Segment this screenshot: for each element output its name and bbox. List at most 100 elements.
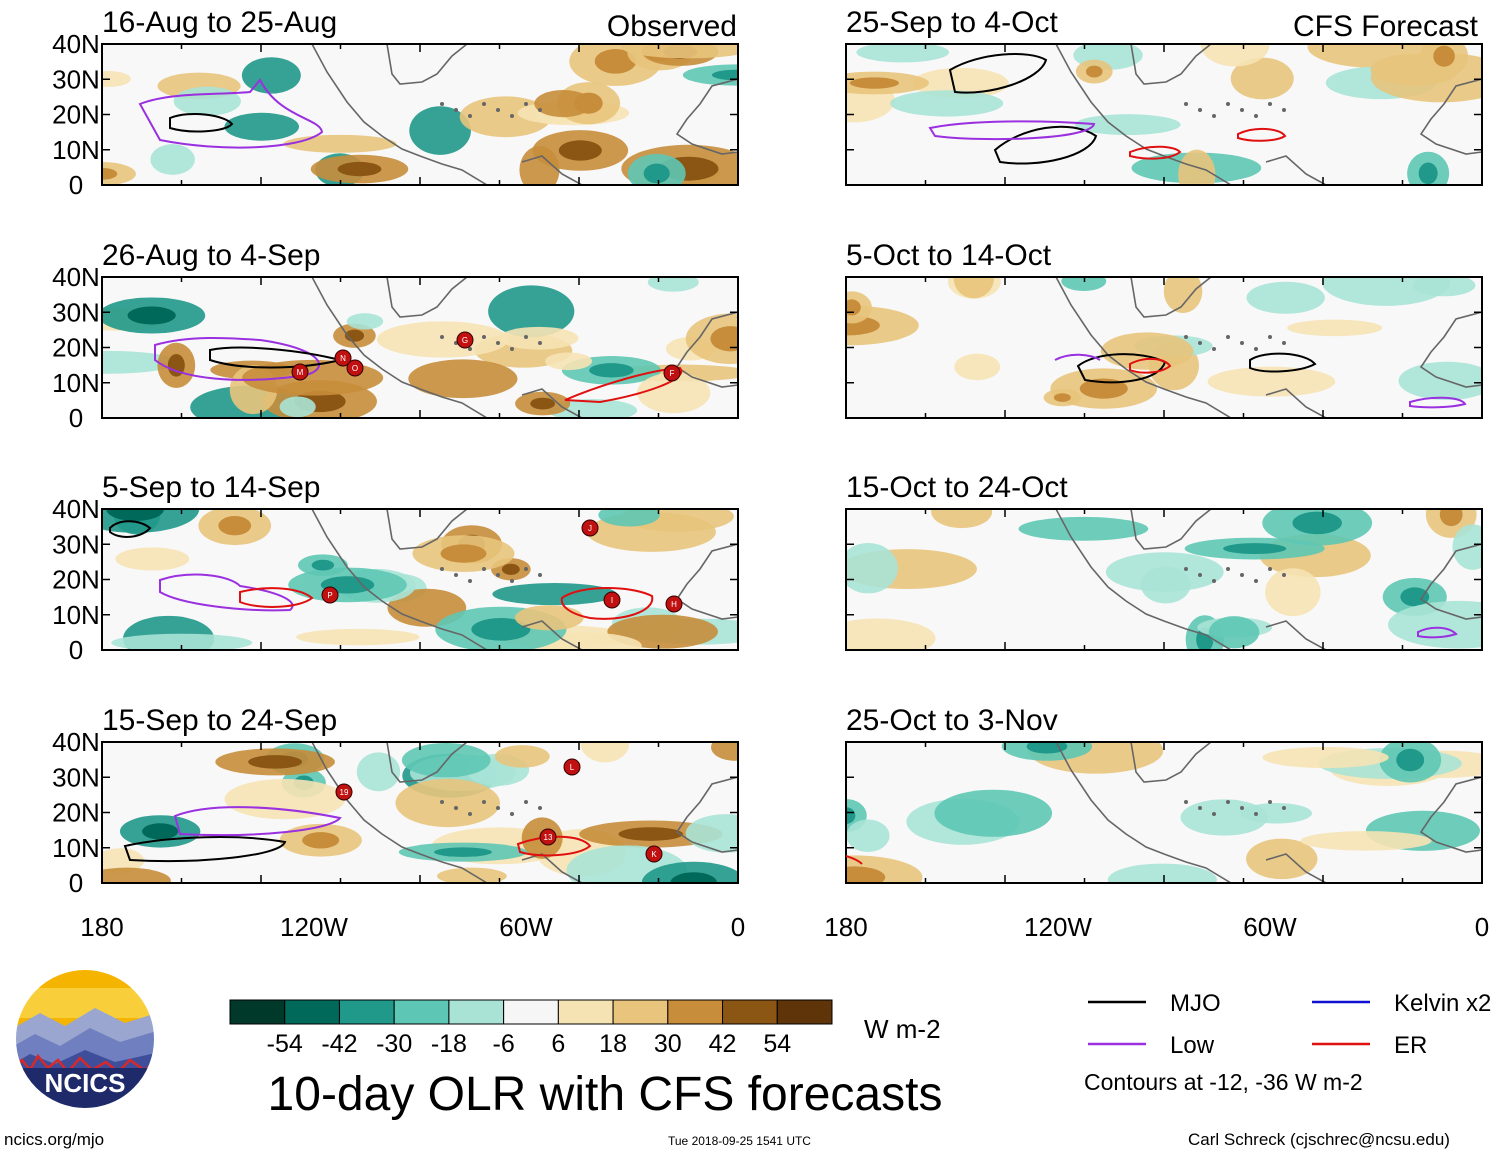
anomaly-core <box>530 397 556 410</box>
contour-group <box>154 336 320 381</box>
contour-group <box>1409 396 1467 409</box>
anomaly-core <box>1085 65 1103 78</box>
storm-icon <box>645 845 663 863</box>
storm-marker: G <box>456 331 474 349</box>
anomaly-blob <box>102 162 136 185</box>
contour-line <box>948 53 1048 94</box>
y-tick-label: 20N <box>52 565 100 595</box>
anomaly-blob <box>111 633 253 650</box>
storm-label: O <box>352 364 358 373</box>
coastline <box>521 155 583 185</box>
anomaly-blob <box>620 44 738 59</box>
contour-group <box>169 113 234 133</box>
island <box>1282 806 1286 810</box>
contour-group <box>173 806 342 837</box>
storm-icon <box>581 519 599 537</box>
colorbar-box <box>557 999 614 1025</box>
anomaly-blob <box>102 70 131 88</box>
anomaly-core <box>471 618 531 641</box>
footer-url[interactable]: ncics.org/mjo <box>4 1130 105 1149</box>
island <box>510 347 514 351</box>
island <box>1226 335 1230 339</box>
anomaly-core <box>167 354 185 377</box>
contour-group <box>928 120 1096 141</box>
anomaly-blob <box>931 509 993 529</box>
storm-marker: F <box>663 364 681 382</box>
island <box>482 102 486 106</box>
anomaly-blob <box>1200 44 1270 67</box>
island <box>1184 567 1188 571</box>
contour-group <box>846 855 863 865</box>
storm-marker: P <box>321 586 339 604</box>
island <box>1212 114 1216 118</box>
legend-label: MJO <box>1170 990 1221 1017</box>
anomaly-blob <box>409 106 471 155</box>
anomaly-blob <box>534 89 593 118</box>
anomaly-blob <box>346 313 384 330</box>
island <box>482 335 486 339</box>
coastline <box>521 620 583 650</box>
coastline <box>1265 853 1327 883</box>
colorbar-tick: -18 <box>431 1030 467 1058</box>
island <box>1268 102 1272 106</box>
anomaly-blob <box>408 359 518 399</box>
y-tick-label: 30N <box>52 64 100 94</box>
storm-marker: L <box>563 758 581 776</box>
coastline <box>521 853 583 883</box>
anomaly-core <box>102 167 118 180</box>
anomaly-core <box>302 832 340 849</box>
contour-line <box>1054 353 1101 361</box>
contour-line <box>560 587 654 620</box>
island <box>440 102 444 106</box>
anomaly-blob <box>1230 57 1294 100</box>
anomaly-blob <box>492 582 617 606</box>
storm-label: 13 <box>544 833 553 842</box>
storm-label: G <box>462 336 468 345</box>
anomaly-blob <box>1180 799 1268 836</box>
anomaly-blob <box>934 789 1053 837</box>
colorbar-tick: -6 <box>493 1030 515 1058</box>
island <box>496 806 500 810</box>
coastlines <box>311 509 738 650</box>
contour-line <box>993 125 1098 165</box>
storm-marker: H <box>665 595 683 613</box>
olr-field <box>846 742 1482 883</box>
anomaly-blob <box>846 819 890 852</box>
contour-line <box>1129 145 1182 160</box>
storm-icon <box>456 331 474 349</box>
anomaly-blob <box>1265 568 1321 617</box>
colorbar-tick: 18 <box>599 1030 627 1058</box>
panel-title: 16-Aug to 25-Aug <box>102 6 337 39</box>
island <box>1226 102 1230 106</box>
storm-icon <box>539 828 557 846</box>
island <box>1212 347 1216 351</box>
anomaly-core <box>1433 45 1455 67</box>
anomaly-blob <box>548 398 638 418</box>
anomaly-blob <box>224 112 299 141</box>
island <box>440 800 444 804</box>
island <box>524 800 528 804</box>
y-tick-label: 0 <box>69 868 83 898</box>
island <box>1240 341 1244 345</box>
contour-group <box>948 53 1048 94</box>
island <box>468 812 472 816</box>
anomaly-blob <box>1208 616 1260 649</box>
anomaly-blob <box>647 277 699 292</box>
anomaly-blob <box>1246 281 1325 314</box>
colorbar-tick: -42 <box>321 1030 357 1058</box>
y-tick-label: 20N <box>52 333 100 363</box>
coastline <box>1419 543 1482 620</box>
anomaly-core <box>1396 748 1425 772</box>
anomaly-core <box>1418 162 1438 185</box>
anomaly-blob <box>437 867 507 883</box>
island <box>468 347 472 351</box>
coastlines <box>1055 509 1482 650</box>
colorbar-box <box>612 999 669 1025</box>
anomaly-core <box>1053 393 1071 402</box>
panel-6: 5-Oct to 14-Oct <box>845 239 1483 419</box>
island <box>1240 806 1244 810</box>
x-tick-label: 120W <box>1024 912 1092 942</box>
coastline <box>311 742 488 883</box>
contour-line <box>1409 396 1467 409</box>
anomaly-core <box>558 140 602 161</box>
